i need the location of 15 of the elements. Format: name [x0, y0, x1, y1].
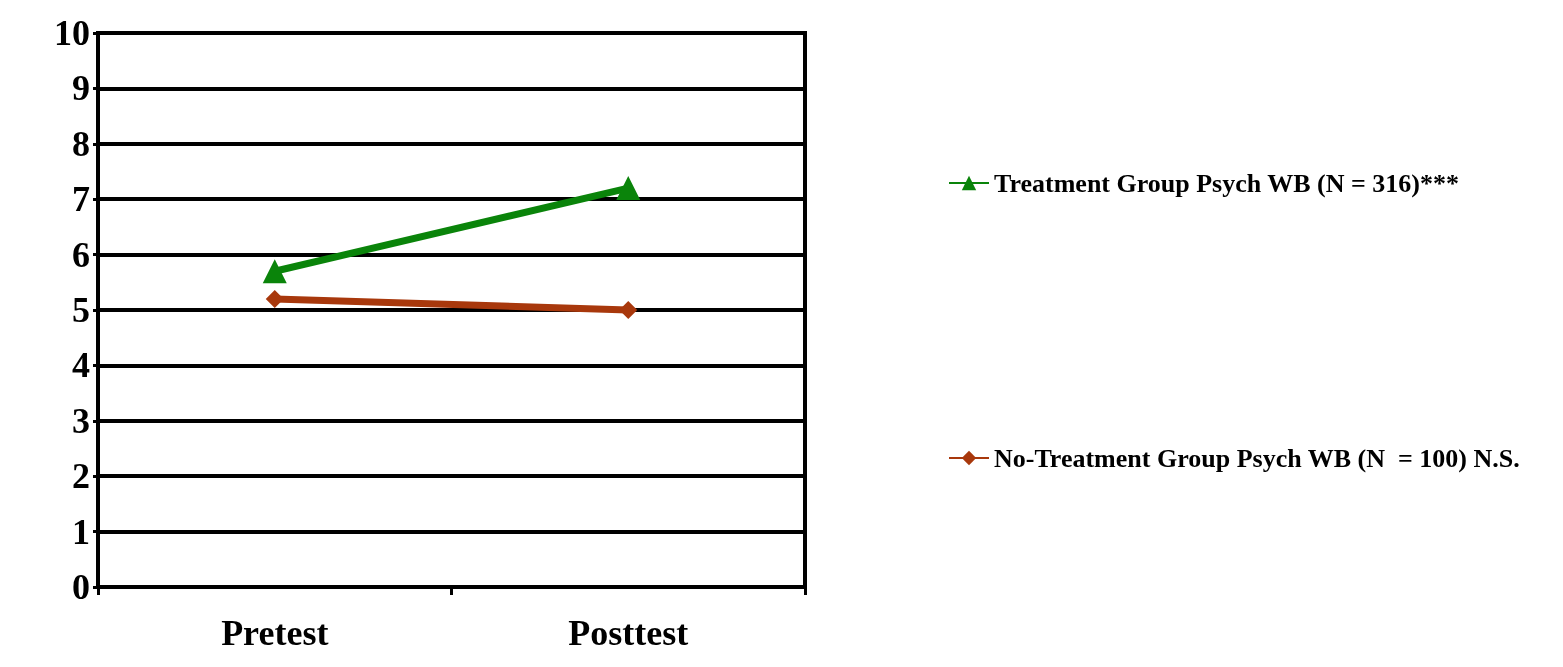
- legend-label: Treatment Group Psych WB (N = 316)***: [994, 168, 1459, 198]
- x-tick-label: Posttest: [568, 613, 689, 653]
- y-tick-label: 10: [54, 13, 90, 53]
- x-tick-label: Pretest: [221, 613, 329, 653]
- y-tick-label: 7: [72, 179, 90, 220]
- y-tick-label: 4: [72, 345, 90, 386]
- y-tick-label: 5: [72, 290, 90, 330]
- y-tick-label: 3: [72, 400, 90, 441]
- y-tick-label: 9: [72, 68, 90, 109]
- y-tick-label: 6: [72, 234, 90, 275]
- y-tick-label: 2: [72, 456, 90, 497]
- y-tick-label: 0: [72, 567, 90, 607]
- legend-label: No-Treatment Group Psych WB (N = 100) N.S.: [994, 443, 1520, 473]
- y-tick-label: 8: [72, 123, 90, 164]
- y-tick-label: 1: [72, 511, 90, 552]
